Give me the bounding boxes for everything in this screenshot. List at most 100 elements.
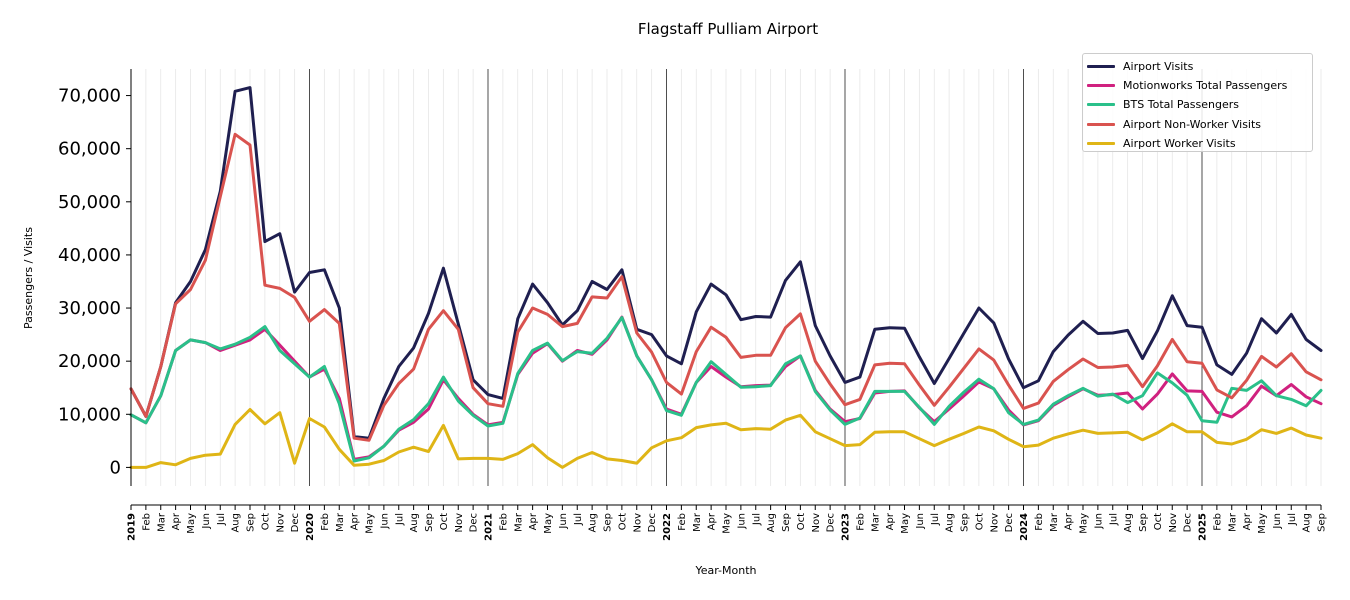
series-line-bts-total-passengers (129, 316, 1323, 463)
x-tick-label: Feb (1212, 513, 1223, 531)
x-tick-label: Nov (1168, 513, 1179, 533)
x-tick-label: Sep (960, 513, 971, 532)
x-tick-label: Oct (1153, 513, 1164, 530)
x-tick-label: Apr (171, 512, 182, 530)
x-tick-label: Jul (751, 513, 762, 526)
series-line-airport-worker-visits (129, 408, 1323, 469)
x-tick-label: 2021 (484, 513, 495, 541)
chart-title: Flagstaff Pulliam Airport (638, 20, 818, 38)
legend-label: Airport Non-Worker Visits (1123, 117, 1262, 131)
y-tick-label: 50,000 (58, 192, 121, 213)
x-tick-label: Jun (1093, 513, 1104, 530)
x-tick-label: Nov (454, 513, 465, 533)
x-tick-label: May (722, 513, 733, 534)
x-tick-label: Jun (736, 513, 747, 530)
x-tick-label: Dec (826, 513, 837, 532)
legend: Airport Visits Motionworks Total Passeng… (1082, 53, 1313, 152)
x-tick-label: Oct (439, 513, 450, 530)
y-tick-label: 30,000 (58, 298, 121, 319)
legend-item-motionworks: Motionworks Total Passengers (1087, 76, 1312, 95)
legend-label: Airport Worker Visits (1123, 136, 1236, 150)
x-tick-label: Nov (275, 513, 286, 533)
y-tick-label: 10,000 (58, 404, 121, 425)
y-tick-label: 60,000 (58, 139, 121, 160)
legend-swatch (1087, 103, 1115, 107)
x-tick-label: May (1257, 513, 1268, 534)
x-tick-label: Nov (632, 513, 643, 533)
legend-swatch (1087, 84, 1115, 88)
x-tick-label: Jun (1272, 513, 1283, 530)
x-tick-label: Apr (350, 512, 361, 530)
x-tick-label: Dec (1183, 513, 1194, 532)
x-tick-label: Dec (1004, 513, 1015, 532)
y-tick-label: 20,000 (58, 351, 121, 372)
x-tick-label: Oct (974, 513, 985, 530)
legend-item-worker: Airport Worker Visits (1087, 134, 1312, 153)
x-tick-label: Sep (424, 513, 435, 532)
x-tick-label: Mar (692, 512, 703, 532)
x-tick-label: 2022 (662, 513, 673, 541)
legend-swatch (1087, 122, 1115, 126)
x-tick-label: Apr (885, 512, 896, 530)
x-tick-label: 2024 (1019, 513, 1030, 541)
x-tick-label: Nov (811, 513, 822, 533)
x-tick-label: 2023 (841, 513, 852, 541)
series-line-airport-non-worker-visits (129, 132, 1323, 442)
x-tick-label: May (1079, 513, 1090, 534)
x-tick-label: Apr (1064, 512, 1075, 530)
y-tick-label: 40,000 (58, 245, 121, 266)
x-tick-label: Mar (335, 512, 346, 532)
x-tick-label: Oct (796, 513, 807, 530)
legend-item-airport-visits: Airport Visits (1087, 57, 1312, 76)
x-tick-label: Feb (498, 513, 509, 531)
x-tick-label: Jun (558, 513, 569, 530)
x-tick-label: May (365, 513, 376, 534)
x-tick-label: Jul (573, 513, 584, 526)
x-tick-label: Aug (1302, 513, 1313, 533)
x-tick-label: Dec (469, 513, 480, 532)
legend-item-bts: BTS Total Passengers (1087, 95, 1312, 114)
x-tick-label: Dec (290, 513, 301, 532)
x-tick-label: Aug (1123, 513, 1134, 533)
x-tick-label: Aug (766, 513, 777, 533)
x-tick-label: Feb (320, 513, 331, 531)
series-line-airport-visits (129, 86, 1323, 440)
legend-label: Motionworks Total Passengers (1123, 79, 1288, 93)
x-tick-label: Feb (855, 513, 866, 531)
x-tick-label: Sep (246, 513, 257, 532)
x-tick-label: Jul (930, 513, 941, 526)
x-tick-label: Jun (915, 513, 926, 530)
x-tick-label: Sep (603, 513, 614, 532)
x-tick-label: Aug (945, 513, 956, 533)
x-tick-label: Apr (1242, 512, 1253, 530)
legend-swatch (1087, 65, 1115, 69)
x-tick-label: 2025 (1198, 513, 1209, 541)
series-lines (129, 86, 1323, 469)
x-tick-label: Aug (409, 513, 420, 533)
x-tick-label: Sep (1317, 513, 1328, 532)
x-tick-label: Apr (528, 512, 539, 530)
x-tick-label: Mar (1049, 512, 1060, 532)
x-tick-label: Sep (1138, 513, 1149, 532)
x-tick-label: Jun (379, 513, 390, 530)
x-tick-label: Apr (707, 512, 718, 530)
x-tick-label: Jul (394, 513, 405, 526)
x-tick-label: Jul (216, 513, 227, 526)
y-axis-label: Passengers / Visits (22, 227, 35, 329)
x-tick-label: Oct (260, 513, 271, 530)
x-tick-label: Aug (588, 513, 599, 533)
y-tick-label: 70,000 (58, 86, 121, 107)
x-tick-label: Sep (781, 513, 792, 532)
x-tick-label: Mar (513, 512, 524, 532)
x-tick-label: Nov (989, 513, 1000, 533)
x-tick-label: Jul (1108, 513, 1119, 526)
x-tick-label: 2020 (305, 513, 316, 541)
legend-label: BTS Total Passengers (1123, 98, 1240, 112)
x-tick-label: May (543, 513, 554, 534)
x-tick-label: Feb (141, 513, 152, 531)
x-tick-label: Feb (677, 513, 688, 531)
x-tick-label: Feb (1034, 513, 1045, 531)
legend-item-non-worker: Airport Non-Worker Visits (1087, 115, 1312, 134)
x-tick-label: Mar (1227, 512, 1238, 532)
